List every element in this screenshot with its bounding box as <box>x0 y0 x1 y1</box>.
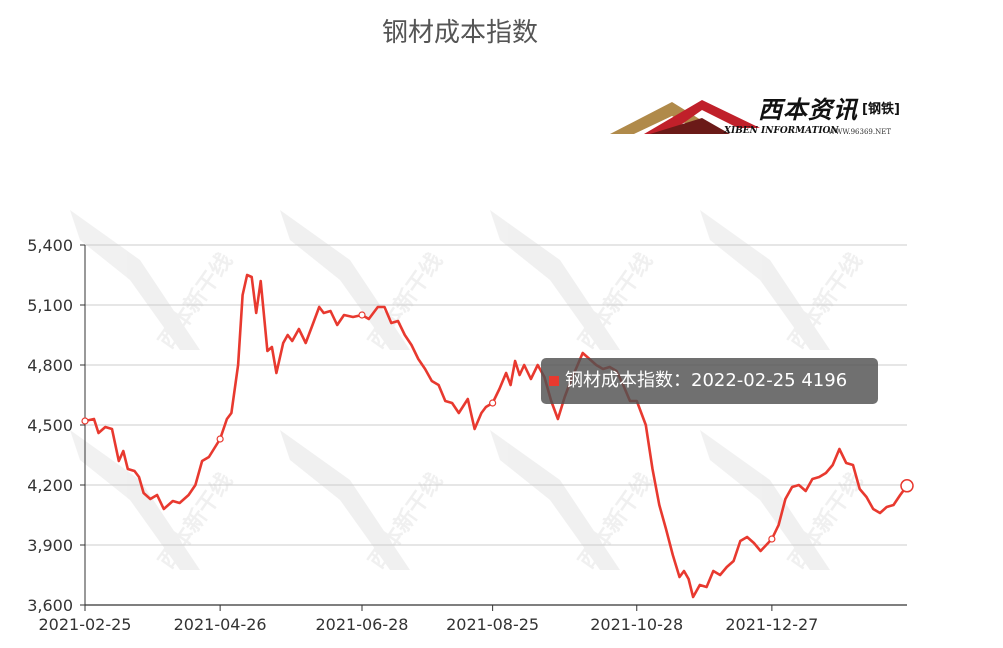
axes <box>84 245 907 606</box>
data-point-marker[interactable] <box>768 535 776 543</box>
y-tick-label: 4,800 <box>27 356 73 375</box>
xiben-logo: 西本资讯 [钢铁] XIBEN INFORMATION WWW.96369.NE… <box>610 88 910 144</box>
tooltip-value: 4196 <box>801 370 848 391</box>
watermark-swoosh-icon <box>700 430 830 570</box>
data-point-marker[interactable] <box>900 479 914 493</box>
chart-title: 钢材成本指数 <box>381 18 538 48</box>
watermark: 西本新干线 <box>280 210 448 353</box>
watermark-swoosh-icon <box>70 430 200 570</box>
x-tick-label: 2021-08-25 <box>446 615 539 634</box>
tooltip-date: 2022-02-25 <box>691 370 796 391</box>
watermark: 西本新干线 <box>70 210 238 353</box>
watermark-swoosh-icon <box>280 430 410 570</box>
watermark-swoosh-icon <box>490 430 620 570</box>
y-tick-label: 5,400 <box>27 236 73 255</box>
point-markers[interactable] <box>81 311 914 543</box>
logo-english: XIBEN INFORMATION <box>724 126 839 136</box>
watermark: 西本新干线 <box>700 210 868 353</box>
y-tick-label: 4,500 <box>27 416 73 435</box>
logo-tag: [钢铁] <box>862 102 900 117</box>
x-tick-label: 2021-06-28 <box>316 615 409 634</box>
data-point-marker[interactable] <box>489 399 497 407</box>
x-tick-label: 2021-02-25 <box>39 615 132 634</box>
watermark: 西本新干线 <box>490 210 658 353</box>
y-tick-label: 3,900 <box>27 536 73 555</box>
data-point-marker[interactable] <box>216 435 224 443</box>
y-tick-label: 3,600 <box>27 596 73 615</box>
chart-tooltip: 钢材成本指数：2022-02-25 4196 <box>541 358 878 404</box>
watermark: 西本新干线 <box>280 430 448 573</box>
x-axis-labels: 2021-02-25 2021-04-26 2021-06-28 2021-08-25… <box>39 605 818 634</box>
x-tick-label: 2021-10-28 <box>590 615 683 634</box>
tooltip-series: 钢材成本指数 <box>565 370 673 391</box>
logo-url: WWW.96369.NET <box>828 128 891 136</box>
watermark: 西本新干线 <box>490 430 658 573</box>
data-point-marker[interactable] <box>358 311 366 319</box>
series-dot-icon <box>549 376 559 386</box>
logo-chinese: 西本资讯 <box>758 96 858 124</box>
y-tick-label: 5,100 <box>27 296 73 315</box>
y-tick-label: 4,200 <box>27 476 73 495</box>
x-tick-label: 2021-12-27 <box>725 615 818 634</box>
tooltip-separator: ： <box>673 370 691 391</box>
x-tick-label: 2021-04-26 <box>174 615 267 634</box>
mountain-logo-icon <box>610 100 760 134</box>
data-point-marker[interactable] <box>81 417 89 425</box>
y-axis-labels: 3,600 3,900 4,200 4,500 4,800 5,100 5,400 <box>27 236 73 615</box>
